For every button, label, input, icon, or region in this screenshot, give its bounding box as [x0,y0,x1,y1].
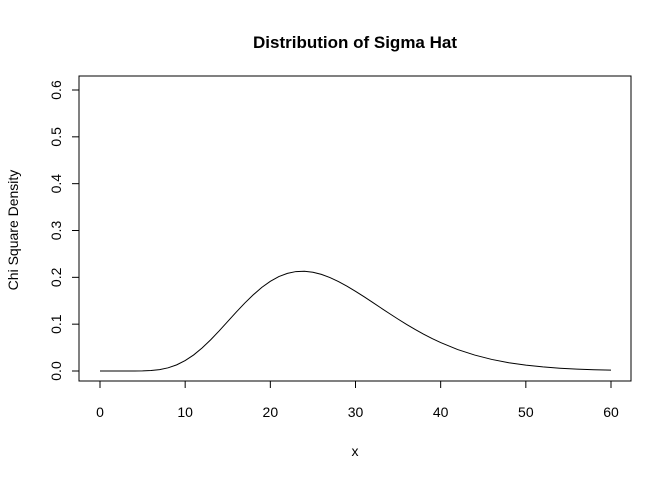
density-curve [100,270,612,372]
plot-area-frame [78,75,632,382]
y-axis-label: Chi Square Density [5,170,21,291]
x-tick-label: 50 [518,404,534,420]
x-tick-label: 10 [177,404,193,420]
y-tick-label: 0.2 [48,267,64,287]
y-tick-label: 0.0 [48,361,64,381]
x-axis-label: x [352,443,359,459]
x-axis: 0 10 20 30 40 50 60 [96,380,619,420]
x-tick-label: 0 [96,404,104,420]
y-tick-label: 0.1 [48,314,64,334]
x-tick-label: 20 [263,404,279,420]
y-tick-label: 0.3 [48,221,64,241]
x-tick-label: 40 [433,404,449,420]
y-tick-label: 0.4 [48,174,64,194]
y-tick-label: 0.5 [48,127,64,147]
x-tick-label: 30 [348,404,364,420]
y-tick-label: 0.6 [48,80,64,100]
chart-title: Distribution of Sigma Hat [253,33,457,52]
x-tick-label: 60 [603,404,619,420]
y-axis: 0.0 0.1 0.2 0.3 0.4 0.5 0.6 [48,80,80,381]
